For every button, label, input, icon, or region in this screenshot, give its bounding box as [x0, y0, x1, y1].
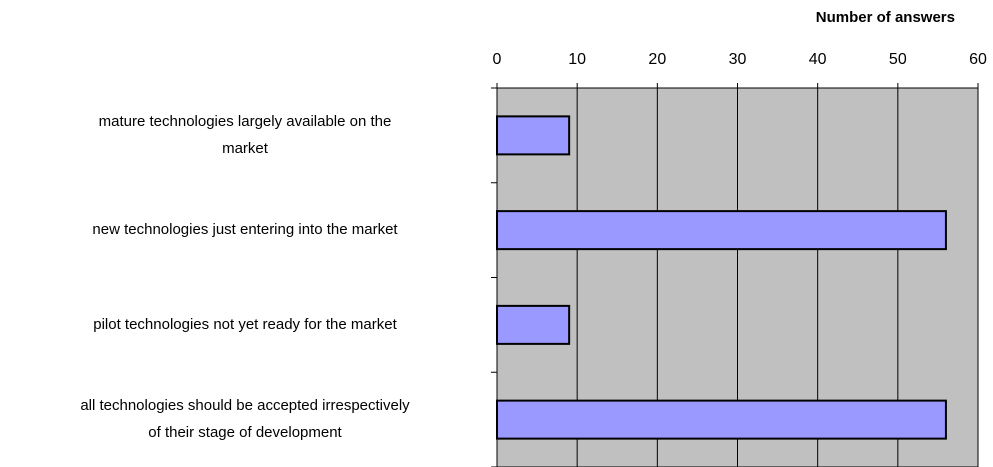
category-label: mature technologies largely available on… [99, 113, 392, 130]
category-label: of their stage of development [148, 424, 342, 441]
x-tick-label: 40 [809, 51, 827, 68]
x-tick-label: 30 [729, 51, 747, 68]
x-tick-label: 20 [648, 51, 666, 68]
x-tick-label: 60 [969, 51, 987, 68]
bar [496, 210, 947, 251]
x-tick-label: 10 [568, 51, 586, 68]
category-label: all technologies should be accepted irre… [80, 397, 410, 414]
category-label: new technologies just entering into the … [92, 221, 398, 238]
bar [496, 115, 571, 156]
x-tick-label: 0 [493, 51, 502, 68]
x-tick-label: 50 [889, 51, 907, 68]
bar [496, 304, 571, 345]
category-label: pilot technologies not yet ready for the… [93, 316, 397, 333]
axis-title: Number of answers [816, 9, 955, 26]
category-label: market [222, 140, 269, 157]
bar [496, 399, 947, 440]
